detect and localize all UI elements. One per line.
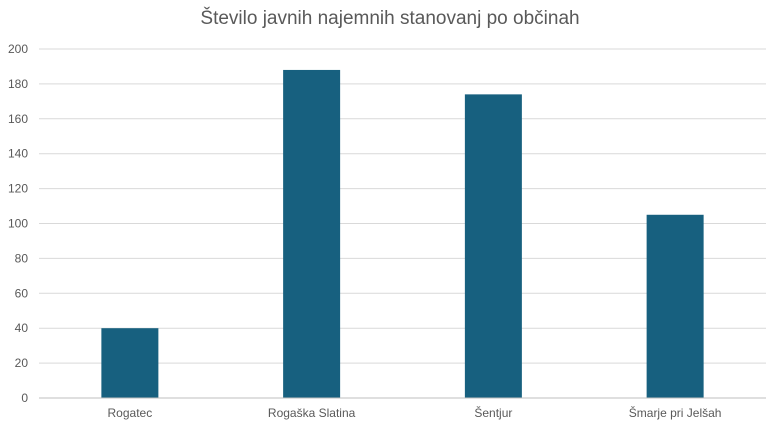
y-tick-label: 160 xyxy=(8,112,28,126)
bars xyxy=(101,69,704,399)
y-tick-label: 80 xyxy=(15,251,29,265)
y-tick-label: 100 xyxy=(8,217,28,231)
y-tick-label: 140 xyxy=(8,147,28,161)
y-tick-label: 40 xyxy=(15,321,29,335)
y-tick-labels: 0 20 40 60 80 100 120 140 160 180 200 xyxy=(8,42,28,405)
y-tick-label: 200 xyxy=(8,42,28,56)
y-tick-label: 180 xyxy=(8,77,28,91)
x-tick-label: Rogaška Slatina xyxy=(268,406,356,420)
x-tick-label: Šmarje pri Jelšah xyxy=(629,405,722,420)
x-tick-label: Rogatec xyxy=(108,406,153,420)
y-tick-label: 60 xyxy=(15,286,29,300)
gridlines xyxy=(39,48,766,364)
bar-1 xyxy=(101,328,159,398)
x-tick-label: Šentjur xyxy=(474,405,512,420)
y-tick-label: 20 xyxy=(15,356,29,370)
bar-3 xyxy=(464,94,522,399)
x-tick-labels: Rogatec Rogaška Slatina Šentjur Šmarje pri … xyxy=(108,405,722,420)
y-tick-label: 0 xyxy=(21,391,28,405)
bar-4 xyxy=(646,214,704,398)
y-tick-label: 120 xyxy=(8,182,28,196)
chart-title: Število javnih najemnih stanovanj po obč… xyxy=(200,8,580,29)
bar-2 xyxy=(283,69,341,398)
